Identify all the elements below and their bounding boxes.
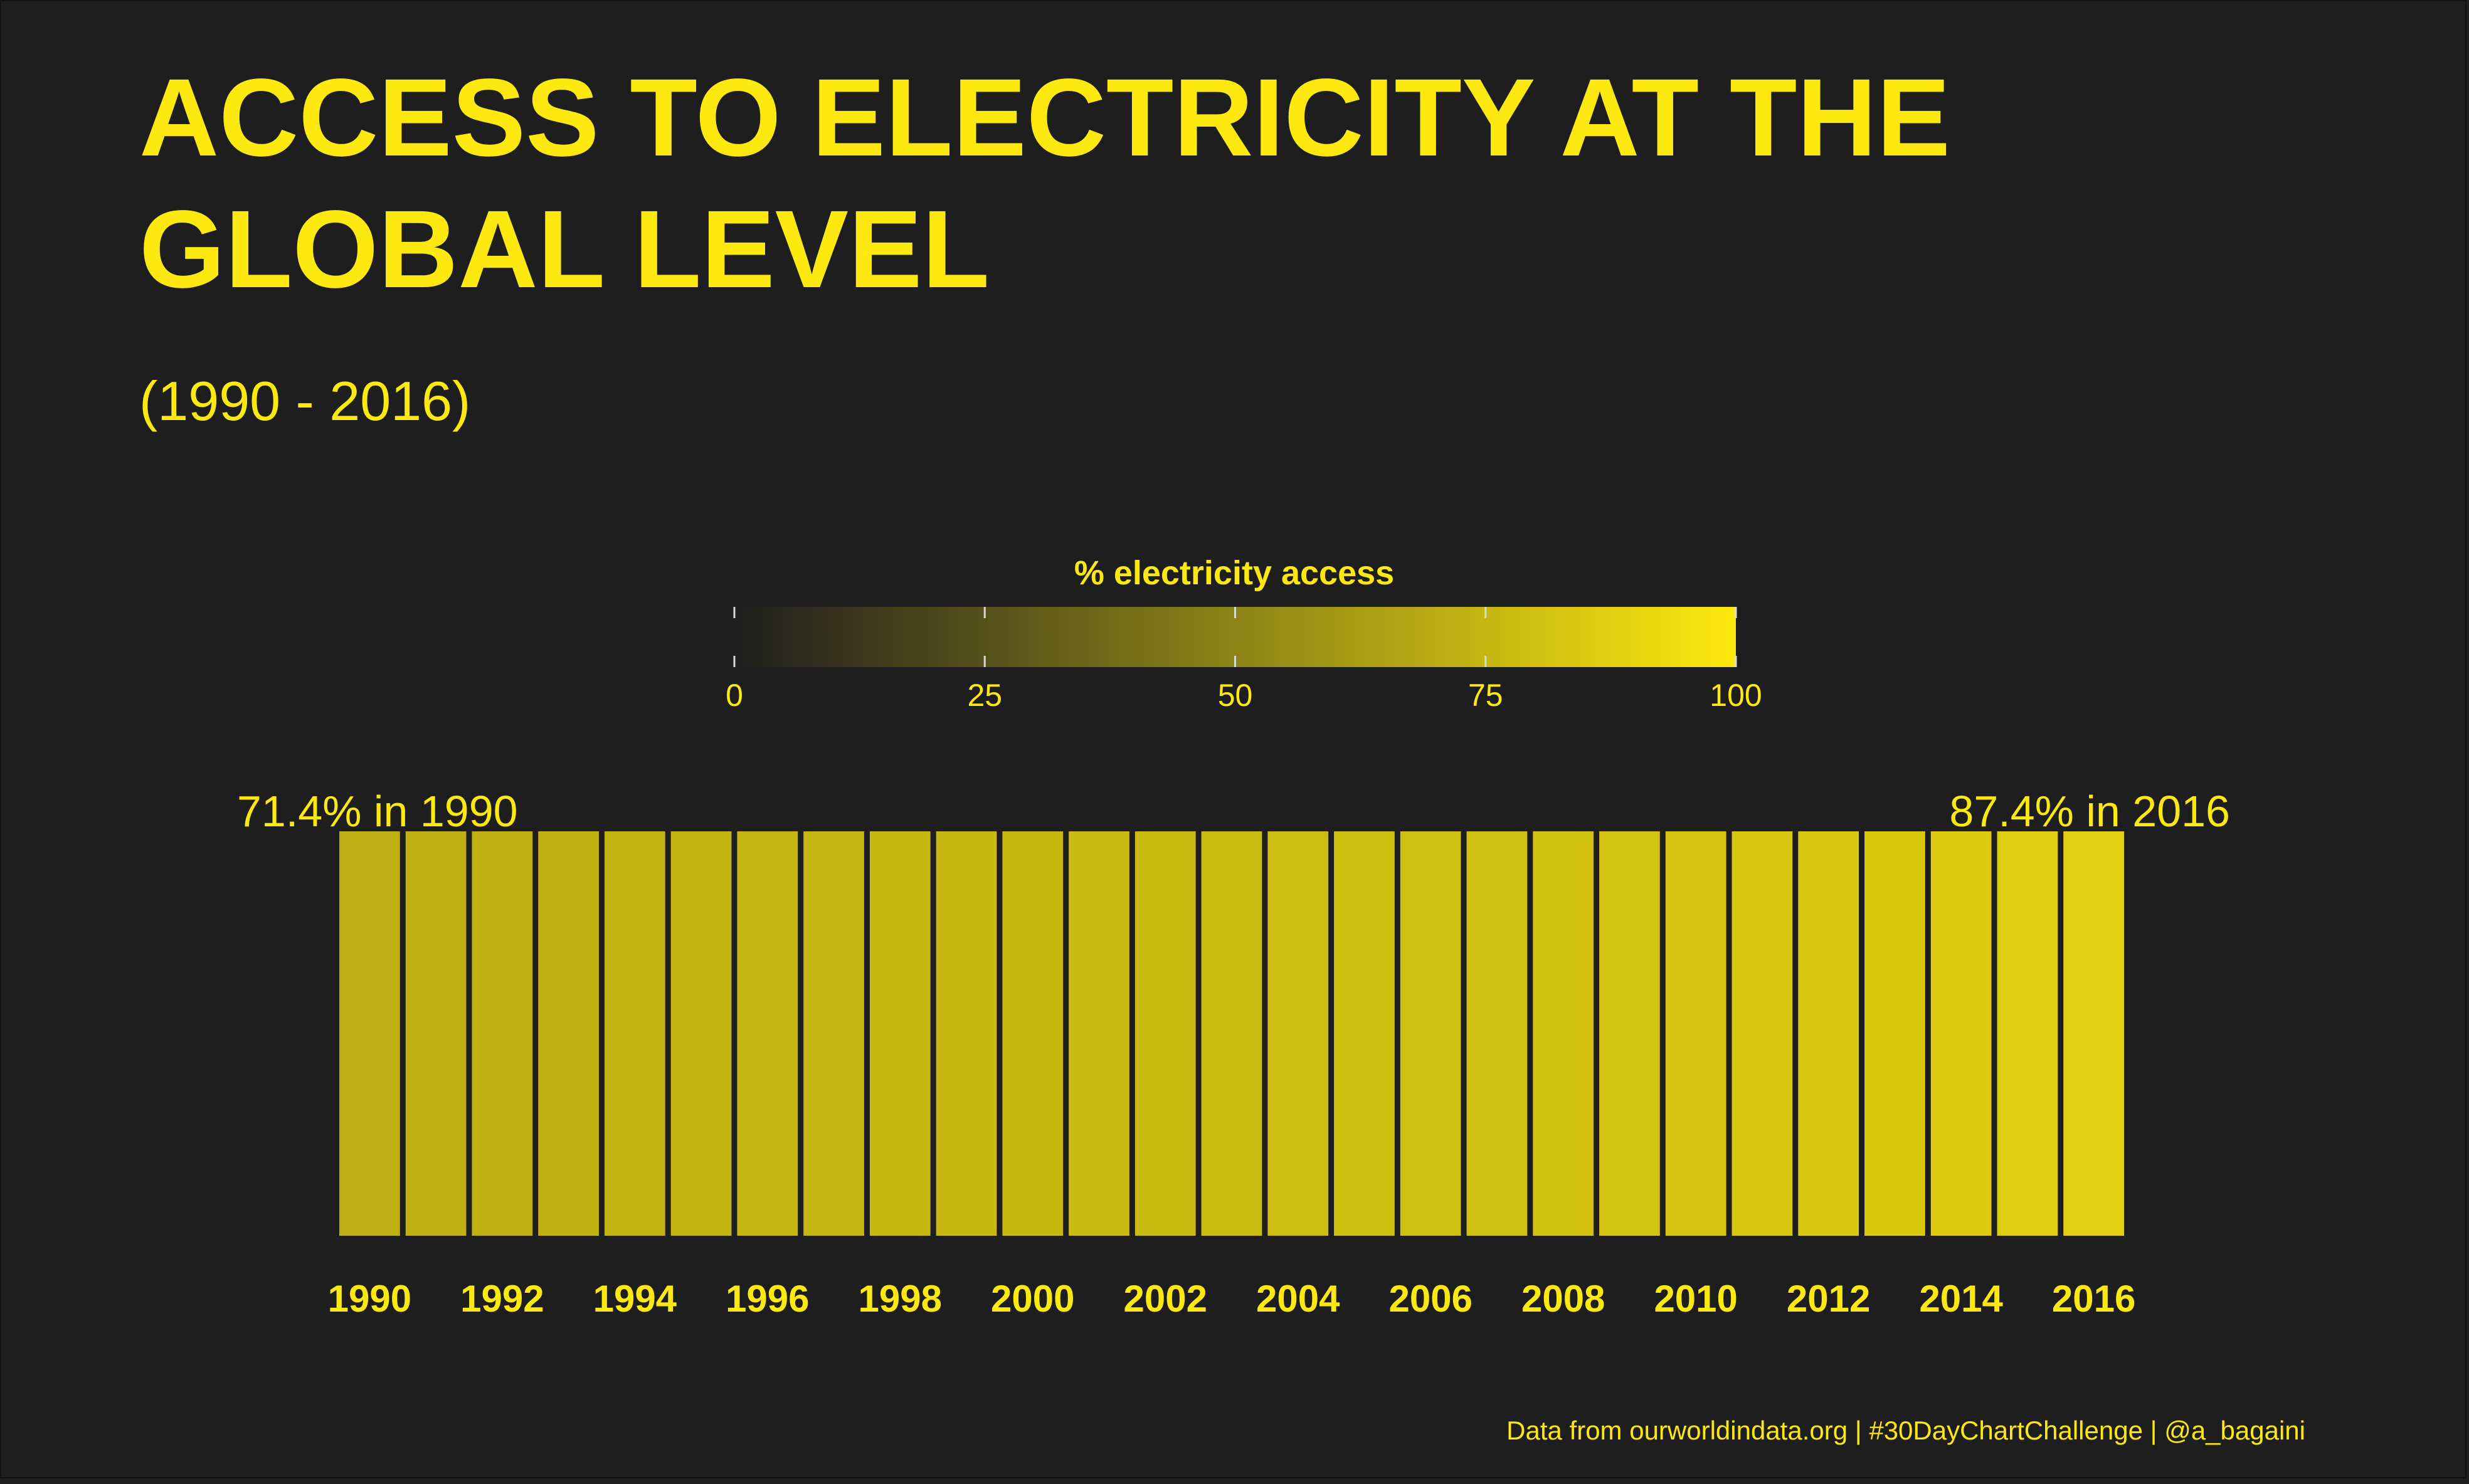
chart-title-line-1: ACCESS TO ELECTRICITY AT THE (139, 56, 1950, 179)
heatmap-tile-2010 (1665, 831, 1726, 1236)
x-tick-label-1998: 1998 (859, 1278, 942, 1320)
heatmap-tile-2015 (1997, 831, 2058, 1236)
heatmap-tile-2006 (1400, 831, 1461, 1236)
x-tick-label-2004: 2004 (1256, 1278, 1340, 1320)
heatmap-tile-1996 (737, 831, 798, 1236)
heatmap-tile-1998 (869, 831, 931, 1236)
heatmap-tile-2002 (1134, 831, 1196, 1236)
heatmap-tile-2000 (1002, 831, 1064, 1236)
color-legend: % electricity access 0 25 50 75 100 (726, 554, 1762, 713)
legend-tick-label: 75 (1468, 678, 1503, 713)
heatmap-tiles (339, 831, 2124, 1236)
chart-subtitle: (1990 - 2016) (139, 370, 470, 432)
x-tick-label-2016: 2016 (2052, 1278, 2135, 1320)
heatmap-tile-2007 (1466, 831, 1528, 1236)
legend-tick-label: 50 (1218, 678, 1253, 713)
heatmap-tile-2014 (1930, 831, 1992, 1236)
annotation-end: 87.4% in 2016 (1949, 787, 2230, 836)
legend-tick-label: 100 (1710, 678, 1762, 713)
annotation-start: 71.4% in 1990 (237, 787, 518, 836)
x-tick-label-2006: 2006 (1388, 1278, 1472, 1320)
chart-caption: Data from ourworldindata.org | #30DayCha… (1506, 1416, 2305, 1445)
heatmap-tile-2003 (1201, 831, 1262, 1236)
heatmap-tile-2004 (1267, 831, 1329, 1236)
heatmap-tile-1993 (538, 831, 599, 1236)
x-tick-label-2002: 2002 (1124, 1278, 1207, 1320)
x-tick-label-2010: 2010 (1654, 1278, 1737, 1320)
heatmap-tile-1990 (339, 831, 400, 1236)
heatmap-tile-1991 (405, 831, 467, 1236)
heatmap-tile-2012 (1798, 831, 1859, 1236)
x-tick-label-1994: 1994 (593, 1278, 677, 1320)
chart-title-line-2: GLOBAL LEVEL (139, 188, 990, 311)
x-tick-label-2000: 2000 (991, 1278, 1074, 1320)
legend-tick-label: 0 (726, 678, 743, 713)
heatmap-tile-2008 (1533, 831, 1594, 1236)
heatmap-tile-1992 (472, 831, 533, 1236)
legend-tick-label: 25 (967, 678, 1002, 713)
heatmap-tile-2013 (1864, 831, 1925, 1236)
heatmap-tile-1997 (803, 831, 864, 1236)
legend-title: % electricity access (1074, 554, 1394, 592)
heatmap-tile-2011 (1731, 831, 1793, 1236)
heatmap-tile-2016 (2063, 831, 2124, 1236)
x-axis-tick-labels: 1990 1992 1994 1996 1998 2000 2002 2004 2006 2008… (328, 1278, 2136, 1320)
x-tick-label-1992: 1992 (460, 1278, 544, 1320)
x-tick-label-2012: 2012 (1787, 1278, 1870, 1320)
heatmap-tile-1994 (604, 831, 665, 1236)
heatmap-tile-2009 (1599, 831, 1660, 1236)
heatmap-tile-1999 (936, 831, 997, 1236)
x-tick-label-2008: 2008 (1521, 1278, 1605, 1320)
x-tick-label-1996: 1996 (726, 1278, 809, 1320)
x-tick-label-1990: 1990 (328, 1278, 411, 1320)
x-tick-label-2014: 2014 (1919, 1278, 2003, 1320)
heatmap-tile-2001 (1069, 831, 1129, 1236)
heatmap-tile-1995 (670, 831, 732, 1236)
heatmap-tile-2005 (1334, 831, 1395, 1236)
